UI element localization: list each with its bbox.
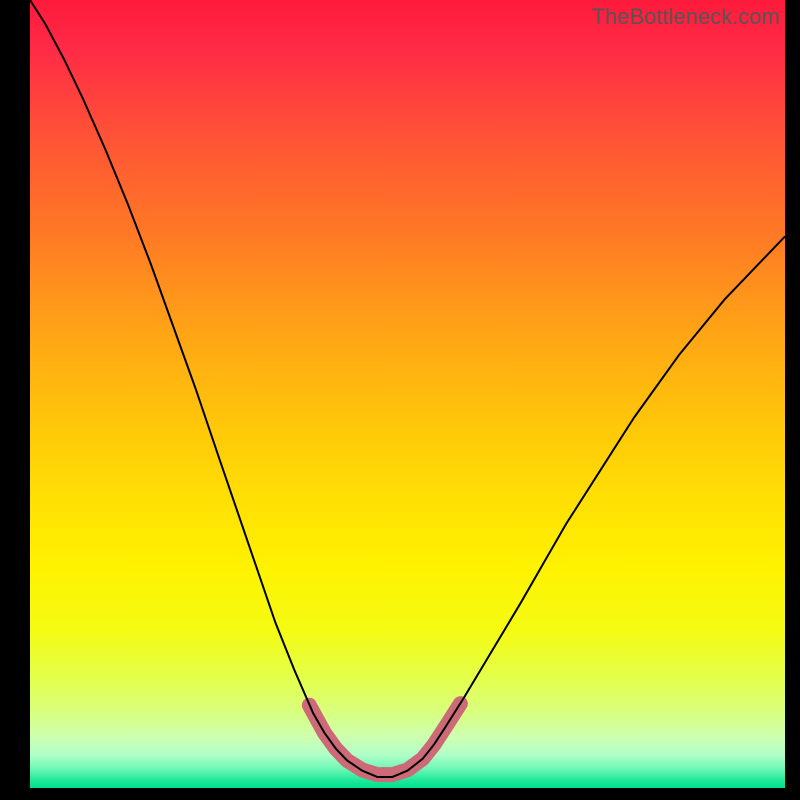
chart-container: TheBottleneck.com xyxy=(0,0,800,800)
plot-area xyxy=(30,0,785,788)
plot-svg xyxy=(30,0,785,788)
watermark-text: TheBottleneck.com xyxy=(592,4,780,30)
